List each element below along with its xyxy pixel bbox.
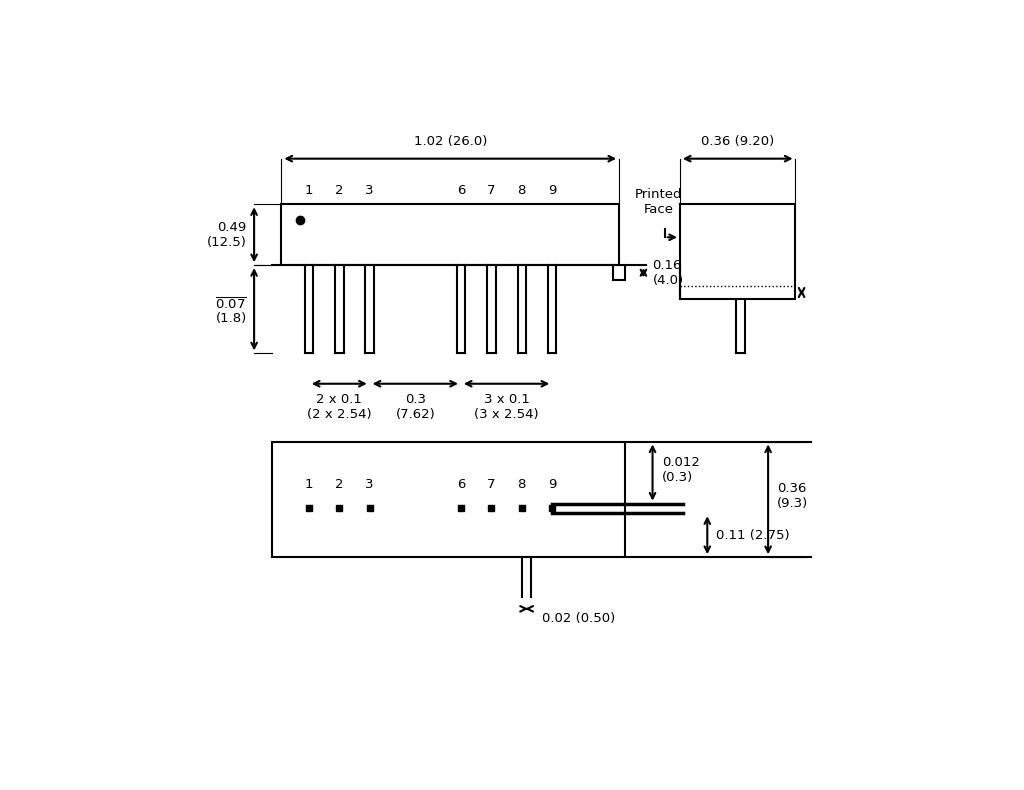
Bar bbox=[488, 506, 495, 511]
Text: 0.012
(0.3): 0.012 (0.3) bbox=[662, 456, 699, 483]
Text: 0.16
(4.0): 0.16 (4.0) bbox=[652, 259, 684, 287]
Bar bbox=[336, 506, 342, 511]
Text: 0.49
(12.5): 0.49 (12.5) bbox=[207, 220, 247, 249]
Text: 7: 7 bbox=[487, 479, 496, 491]
Text: 0.11 (2.75): 0.11 (2.75) bbox=[717, 529, 791, 542]
Text: Printed
Face: Printed Face bbox=[635, 189, 682, 216]
Text: 0.3
(7.62): 0.3 (7.62) bbox=[395, 393, 435, 421]
Text: 2: 2 bbox=[335, 184, 343, 197]
Bar bbox=[680, 205, 796, 299]
Text: 1: 1 bbox=[304, 479, 313, 491]
Text: 3: 3 bbox=[366, 479, 374, 491]
Bar bbox=[306, 506, 312, 511]
Text: 9: 9 bbox=[548, 184, 556, 197]
Text: 6: 6 bbox=[457, 184, 465, 197]
Text: 6: 6 bbox=[457, 479, 465, 491]
Text: 0.02 (0.50): 0.02 (0.50) bbox=[542, 611, 615, 625]
Text: 1: 1 bbox=[304, 184, 313, 197]
Text: 3 x 0.1
(3 x 2.54): 3 x 0.1 (3 x 2.54) bbox=[474, 393, 539, 421]
Text: 0.36 (9.20): 0.36 (9.20) bbox=[701, 135, 774, 148]
Text: 2: 2 bbox=[335, 479, 343, 491]
Text: (1.8): (1.8) bbox=[216, 313, 247, 325]
Text: 3: 3 bbox=[366, 184, 374, 197]
Text: 8: 8 bbox=[517, 479, 526, 491]
Text: 9: 9 bbox=[548, 479, 556, 491]
Text: 0.36
(9.3): 0.36 (9.3) bbox=[777, 482, 809, 510]
Text: 8: 8 bbox=[517, 184, 526, 197]
Bar bbox=[458, 506, 464, 511]
Bar bbox=[282, 205, 620, 265]
Text: 2 x 0.1
(2 x 2.54): 2 x 0.1 (2 x 2.54) bbox=[307, 393, 372, 421]
Bar bbox=[519, 506, 524, 511]
Text: 1.02 (26.0): 1.02 (26.0) bbox=[414, 135, 487, 148]
Bar bbox=[367, 506, 373, 511]
Bar bbox=[272, 442, 626, 557]
Bar bbox=[549, 506, 555, 511]
Text: $\overline{0.07}$: $\overline{0.07}$ bbox=[215, 297, 247, 312]
Text: 7: 7 bbox=[487, 184, 496, 197]
